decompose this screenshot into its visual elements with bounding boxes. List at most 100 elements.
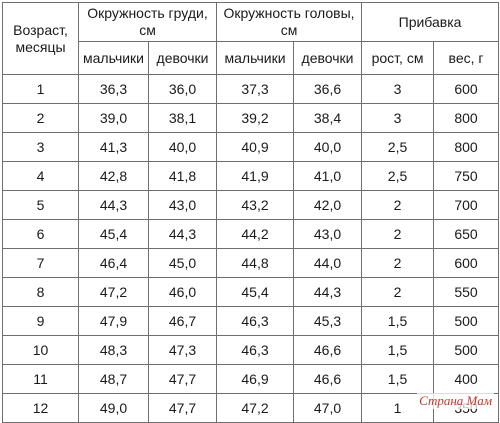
watermark-logo: Страна Мам <box>417 393 494 409</box>
chest-boys-cell: 48,3 <box>78 335 149 365</box>
weight-gain-cell: 800 <box>433 132 500 162</box>
head-boys-cell: 46,3 <box>216 335 295 365</box>
chest-boys-cell: 49,0 <box>78 393 149 423</box>
chest-boys-cell: 39,0 <box>78 103 149 133</box>
chest-boys-cell: 36,3 <box>78 74 149 104</box>
chest-boys-cell: 41,3 <box>78 132 149 162</box>
height-gain-cell: 1,5 <box>361 364 435 394</box>
gain-height-header: рост, см <box>361 41 435 75</box>
head-girls-header: девочки <box>293 41 363 75</box>
chest-boys-cell: 46,4 <box>78 248 149 278</box>
head-girls-cell: 43,0 <box>293 219 363 249</box>
age-cell: 6 <box>2 219 79 249</box>
chest-girls-cell: 47,3 <box>147 335 218 365</box>
table-row: 8 47,2 46,0 45,4 44,3 2 550 <box>2 277 500 307</box>
age-cell: 7 <box>2 248 79 278</box>
head-boys-cell: 39,2 <box>216 103 295 133</box>
table-row: 7 46,4 45,0 44,8 44,0 2 600 <box>2 248 500 278</box>
weight-gain-cell: 700 <box>433 190 500 220</box>
head-boys-cell: 44,2 <box>216 219 295 249</box>
chest-boys-cell: 42,8 <box>78 161 149 191</box>
table-row: 6 45,4 44,3 44,2 43,0 2 650 <box>2 219 500 249</box>
chest-boys-cell: 47,9 <box>78 306 149 336</box>
height-gain-cell: 1,5 <box>361 306 435 336</box>
table-row: 2 39,0 38,1 39,2 38,4 3 800 <box>2 103 500 133</box>
header-row-sub: мальчики девочки мальчики девочки рост, см ве… <box>3 41 500 75</box>
age-cell: 10 <box>2 335 79 365</box>
head-header: Окружность головы, см <box>216 2 363 42</box>
table-body: 1 36,3 36,0 37,3 36,6 3 600 2 39,0 38,1 39,2 38,4 3 8… <box>2 74 500 423</box>
chest-boys-cell: 45,4 <box>78 219 149 249</box>
age-cell: 8 <box>2 277 79 307</box>
age-cell: 2 <box>2 103 79 133</box>
head-girls-cell: 47,0 <box>293 393 363 423</box>
head-girls-cell: 46,6 <box>293 335 363 365</box>
chest-girls-cell: 47,7 <box>147 393 218 423</box>
chest-girls-cell: 47,7 <box>147 364 218 394</box>
height-gain-cell: 2 <box>361 219 435 249</box>
table-row: 1 36,3 36,0 37,3 36,6 3 600 <box>2 74 500 104</box>
height-gain-cell: 2,5 <box>361 161 435 191</box>
age-cell: 1 <box>2 74 79 104</box>
age-cell: 3 <box>2 132 79 162</box>
chest-header: Окружность груди, см <box>77 2 218 42</box>
chest-boys-header: мальчики <box>78 41 149 75</box>
head-boys-cell: 37,3 <box>216 74 295 104</box>
weight-gain-cell: 600 <box>433 248 500 278</box>
height-gain-cell: 2,5 <box>361 132 435 162</box>
height-gain-cell: 1,5 <box>361 335 435 365</box>
chest-girls-cell: 43,0 <box>147 190 218 220</box>
head-girls-cell: 44,0 <box>293 248 363 278</box>
weight-gain-cell: 650 <box>433 219 500 249</box>
height-gain-cell: 3 <box>361 103 435 133</box>
height-gain-cell: 2 <box>361 248 435 278</box>
chest-boys-cell: 47,2 <box>78 277 149 307</box>
head-boys-cell: 46,9 <box>216 364 295 394</box>
height-gain-cell: 2 <box>361 277 435 307</box>
age-cell: 12 <box>2 393 79 423</box>
gain-weight-header: вес, г <box>433 41 500 75</box>
chest-girls-header: девочки <box>147 41 218 75</box>
chest-girls-cell: 44,3 <box>147 219 218 249</box>
head-boys-cell: 41,9 <box>216 161 295 191</box>
head-girls-cell: 36,6 <box>293 74 363 104</box>
chest-girls-cell: 45,0 <box>147 248 218 278</box>
table-row: 11 48,7 47,7 46,9 46,6 1,5 400 <box>2 364 500 394</box>
table-row: 4 42,8 41,8 41,9 41,0 2,5 750 <box>2 161 500 191</box>
weight-gain-cell: 500 <box>433 306 500 336</box>
table-row: 9 47,9 46,7 46,3 45,3 1,5 500 <box>2 306 500 336</box>
head-girls-cell: 42,0 <box>293 190 363 220</box>
head-girls-cell: 46,6 <box>293 364 363 394</box>
weight-gain-cell: 550 <box>433 277 500 307</box>
head-boys-header: мальчики <box>216 41 295 75</box>
chest-boys-cell: 44,3 <box>78 190 149 220</box>
head-girls-cell: 41,0 <box>293 161 363 191</box>
head-boys-cell: 46,3 <box>216 306 295 336</box>
head-girls-cell: 40,0 <box>293 132 363 162</box>
head-boys-cell: 44,8 <box>216 248 295 278</box>
head-boys-cell: 45,4 <box>216 277 295 307</box>
weight-gain-cell: 600 <box>433 74 500 104</box>
gain-header: Прибавка <box>361 2 500 42</box>
age-cell: 9 <box>2 306 79 336</box>
height-gain-cell: 2 <box>361 190 435 220</box>
chest-girls-cell: 46,0 <box>147 277 218 307</box>
head-girls-cell: 45,3 <box>293 306 363 336</box>
head-boys-cell: 43,2 <box>216 190 295 220</box>
age-cell: 11 <box>2 364 79 394</box>
height-gain-cell: 3 <box>361 74 435 104</box>
head-girls-cell: 38,4 <box>293 103 363 133</box>
chest-girls-cell: 36,0 <box>147 74 218 104</box>
weight-gain-cell: 750 <box>433 161 500 191</box>
header-row-top: Возраст, месяцы Окружность груди, см Окр… <box>2 2 500 75</box>
head-boys-cell: 40,9 <box>216 132 295 162</box>
age-cell: 5 <box>2 190 79 220</box>
chest-girls-cell: 38,1 <box>147 103 218 133</box>
table-row: 10 48,3 47,3 46,3 46,6 1,5 500 <box>2 335 500 365</box>
chest-girls-cell: 46,7 <box>147 306 218 336</box>
weight-gain-cell: 800 <box>433 103 500 133</box>
head-boys-cell: 47,2 <box>216 393 295 423</box>
weight-gain-cell: 400 <box>433 364 500 394</box>
weight-gain-cell: 500 <box>433 335 500 365</box>
